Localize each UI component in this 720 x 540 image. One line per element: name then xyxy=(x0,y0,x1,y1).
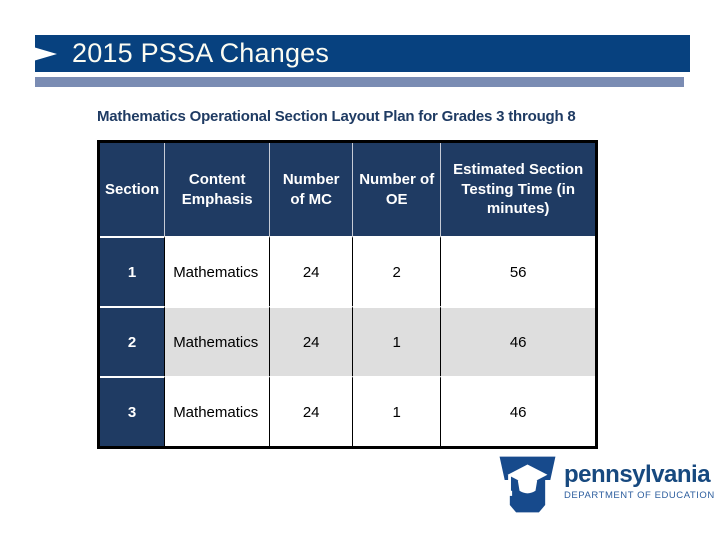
page-title: 2015 PSSA Changes xyxy=(72,38,330,68)
column-header-section: Section xyxy=(100,143,166,236)
cell-content-emphasis: Mathematics xyxy=(165,306,271,376)
table-body: 1 Mathematics 24 2 56 2 Mathematics 24 1… xyxy=(100,236,596,446)
header-row: Section Content Emphasis Number of MC Nu… xyxy=(100,143,596,236)
logo-department-text: DEPARTMENT OF EDUCATION xyxy=(564,490,715,501)
cell-content-emphasis: Mathematics xyxy=(165,236,271,306)
cell-number-of-oe: 2 xyxy=(353,236,442,306)
column-header-content-emphasis: Content Emphasis xyxy=(165,143,271,236)
logo-text: pennsylvania DEPARTMENT OF EDUCATION xyxy=(564,456,715,502)
column-header-estimated-time: Estimated Section Testing Time (in minut… xyxy=(441,143,596,236)
chevron-right-icon xyxy=(23,44,57,64)
cell-content-emphasis: Mathematics xyxy=(165,376,271,446)
keystone-graduation-cap-icon xyxy=(499,456,556,513)
column-header-number-of-mc: Number of MC xyxy=(270,143,354,236)
section-layout-table: Section Content Emphasis Number of MC Nu… xyxy=(97,140,599,449)
table-row: 3 Mathematics 24 1 46 xyxy=(100,376,596,446)
title-banner: 2015 PSSA Changes xyxy=(35,35,690,72)
cell-number-of-mc: 24 xyxy=(270,376,354,446)
logo-brand-text: pennsylvania xyxy=(564,461,711,488)
cell-estimated-time: 56 xyxy=(441,236,596,306)
column-header-number-of-oe: Number of OE xyxy=(353,143,442,236)
cell-number-of-mc: 24 xyxy=(270,236,354,306)
pde-logo: pennsylvania DEPARTMENT OF EDUCATION xyxy=(499,456,715,513)
table-header: Section Content Emphasis Number of MC Nu… xyxy=(100,143,596,236)
accent-bar xyxy=(35,77,684,87)
cell-section: 1 xyxy=(100,236,166,306)
cell-section: 2 xyxy=(100,306,166,376)
table-row: 2 Mathematics 24 1 46 xyxy=(100,306,596,376)
cell-number-of-oe: 1 xyxy=(353,306,442,376)
cell-estimated-time: 46 xyxy=(441,306,596,376)
cell-section: 3 xyxy=(100,376,166,446)
cell-estimated-time: 46 xyxy=(441,376,596,446)
cell-number-of-mc: 24 xyxy=(270,306,354,376)
table-row: 1 Mathematics 24 2 56 xyxy=(100,236,596,306)
table-caption: Mathematics Operational Section Layout P… xyxy=(97,108,576,125)
cell-number-of-oe: 1 xyxy=(353,376,442,446)
